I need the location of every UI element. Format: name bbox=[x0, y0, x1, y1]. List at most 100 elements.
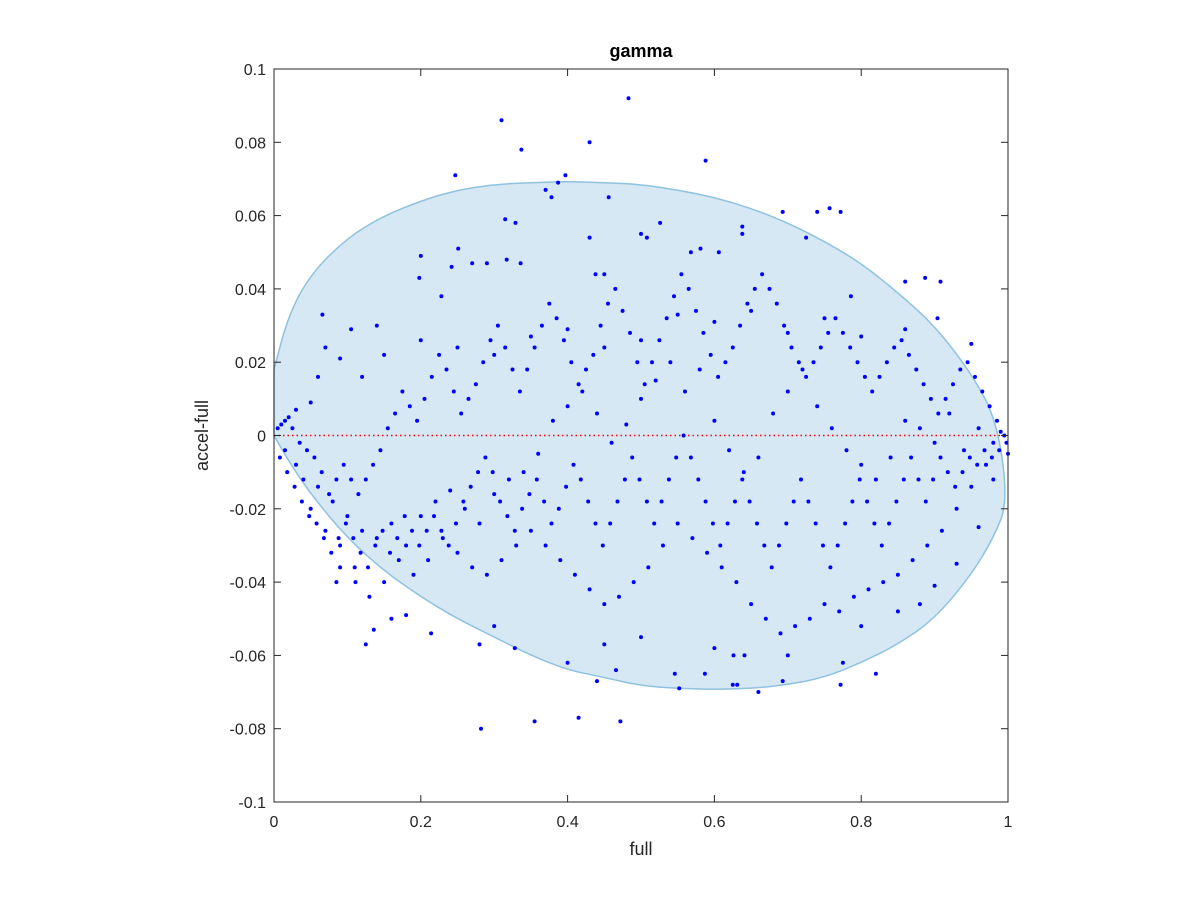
data-point bbox=[466, 396, 471, 401]
data-point bbox=[917, 426, 922, 431]
data-point bbox=[888, 455, 893, 460]
plot-area: 0 0.2 0.4 0.6 0.8 1 -0.1 -0.08 -0.06 -0.04 -0.02 0 0… bbox=[230, 62, 1013, 831]
data-point bbox=[569, 360, 574, 365]
data-point bbox=[657, 338, 662, 343]
data-point bbox=[859, 462, 864, 467]
data-point bbox=[895, 609, 900, 614]
data-point bbox=[690, 536, 695, 541]
data-point bbox=[938, 279, 943, 284]
data-point bbox=[822, 316, 827, 321]
data-point bbox=[644, 499, 649, 504]
data-point bbox=[432, 514, 436, 519]
data-point bbox=[723, 360, 728, 365]
data-point bbox=[672, 294, 676, 299]
data-point bbox=[804, 235, 809, 240]
data-point bbox=[277, 455, 282, 460]
data-point bbox=[901, 477, 906, 482]
data-point bbox=[415, 418, 420, 423]
data-point bbox=[294, 462, 298, 467]
data-point bbox=[747, 499, 752, 504]
data-point bbox=[954, 561, 959, 566]
data-point bbox=[395, 536, 400, 541]
data-point bbox=[892, 345, 897, 350]
data-point bbox=[527, 492, 532, 497]
data-point bbox=[402, 514, 407, 519]
data-point bbox=[813, 521, 818, 526]
data-point bbox=[598, 323, 603, 328]
data-point bbox=[297, 440, 302, 445]
data-point bbox=[407, 404, 412, 409]
data-point bbox=[316, 484, 320, 489]
data-point bbox=[498, 499, 503, 504]
data-point bbox=[449, 264, 454, 269]
data-point bbox=[429, 631, 434, 636]
data-point bbox=[639, 396, 643, 401]
data-point bbox=[730, 345, 735, 350]
data-point bbox=[697, 367, 702, 372]
data-point bbox=[705, 550, 710, 555]
data-point bbox=[659, 499, 664, 504]
data-point bbox=[738, 323, 743, 328]
data-point bbox=[477, 521, 482, 526]
data-point bbox=[470, 261, 475, 266]
data-point bbox=[681, 433, 686, 438]
data-point bbox=[360, 374, 365, 379]
data-point bbox=[528, 334, 533, 339]
data-point bbox=[859, 624, 864, 629]
data-point bbox=[461, 499, 466, 504]
data-point bbox=[404, 613, 409, 618]
data-point bbox=[980, 389, 985, 394]
data-point bbox=[789, 345, 794, 350]
data-point bbox=[499, 118, 504, 123]
data-point bbox=[417, 275, 422, 280]
data-point bbox=[664, 316, 669, 321]
data-point bbox=[549, 195, 554, 200]
data-point bbox=[962, 448, 966, 453]
x-tick-label: 0.8 bbox=[850, 814, 872, 831]
data-point bbox=[299, 499, 304, 504]
data-point bbox=[932, 583, 937, 588]
data-point bbox=[564, 484, 569, 489]
data-point bbox=[800, 367, 805, 372]
data-point bbox=[534, 477, 539, 482]
data-point bbox=[718, 543, 723, 548]
data-point bbox=[991, 477, 996, 482]
data-point bbox=[510, 367, 515, 372]
data-point bbox=[967, 455, 972, 460]
data-point bbox=[323, 345, 328, 350]
data-point bbox=[614, 668, 618, 673]
data-point bbox=[731, 653, 736, 658]
axis-ticks: 0 0.2 0.4 0.6 0.8 1 -0.1 -0.08 -0.06 -0.04 -0.02 0 0… bbox=[230, 62, 1013, 831]
data-point bbox=[578, 477, 583, 482]
data-point bbox=[308, 400, 313, 405]
data-point bbox=[439, 294, 444, 299]
data-point bbox=[639, 231, 643, 236]
data-point bbox=[385, 426, 390, 431]
data-point bbox=[851, 594, 856, 599]
data-point bbox=[439, 528, 444, 533]
data-point bbox=[426, 558, 431, 563]
data-point bbox=[975, 462, 980, 467]
data-point bbox=[453, 173, 458, 178]
data-point bbox=[456, 246, 461, 251]
data-point bbox=[275, 426, 280, 431]
data-point bbox=[617, 594, 621, 599]
data-point bbox=[513, 220, 518, 225]
data-point bbox=[345, 514, 350, 519]
data-point bbox=[725, 521, 730, 526]
data-point bbox=[363, 477, 368, 482]
data-point bbox=[305, 448, 309, 453]
data-point bbox=[349, 327, 354, 332]
data-point bbox=[916, 477, 921, 482]
data-point bbox=[637, 477, 642, 482]
data-point bbox=[686, 286, 691, 291]
data-point bbox=[595, 679, 599, 684]
y-tick-label: 0.04 bbox=[235, 282, 266, 299]
data-point bbox=[334, 477, 339, 482]
data-point bbox=[923, 275, 928, 280]
data-point bbox=[653, 378, 658, 383]
data-point bbox=[666, 477, 671, 482]
data-point bbox=[285, 470, 290, 475]
data-point bbox=[784, 521, 789, 526]
data-point bbox=[417, 543, 422, 548]
